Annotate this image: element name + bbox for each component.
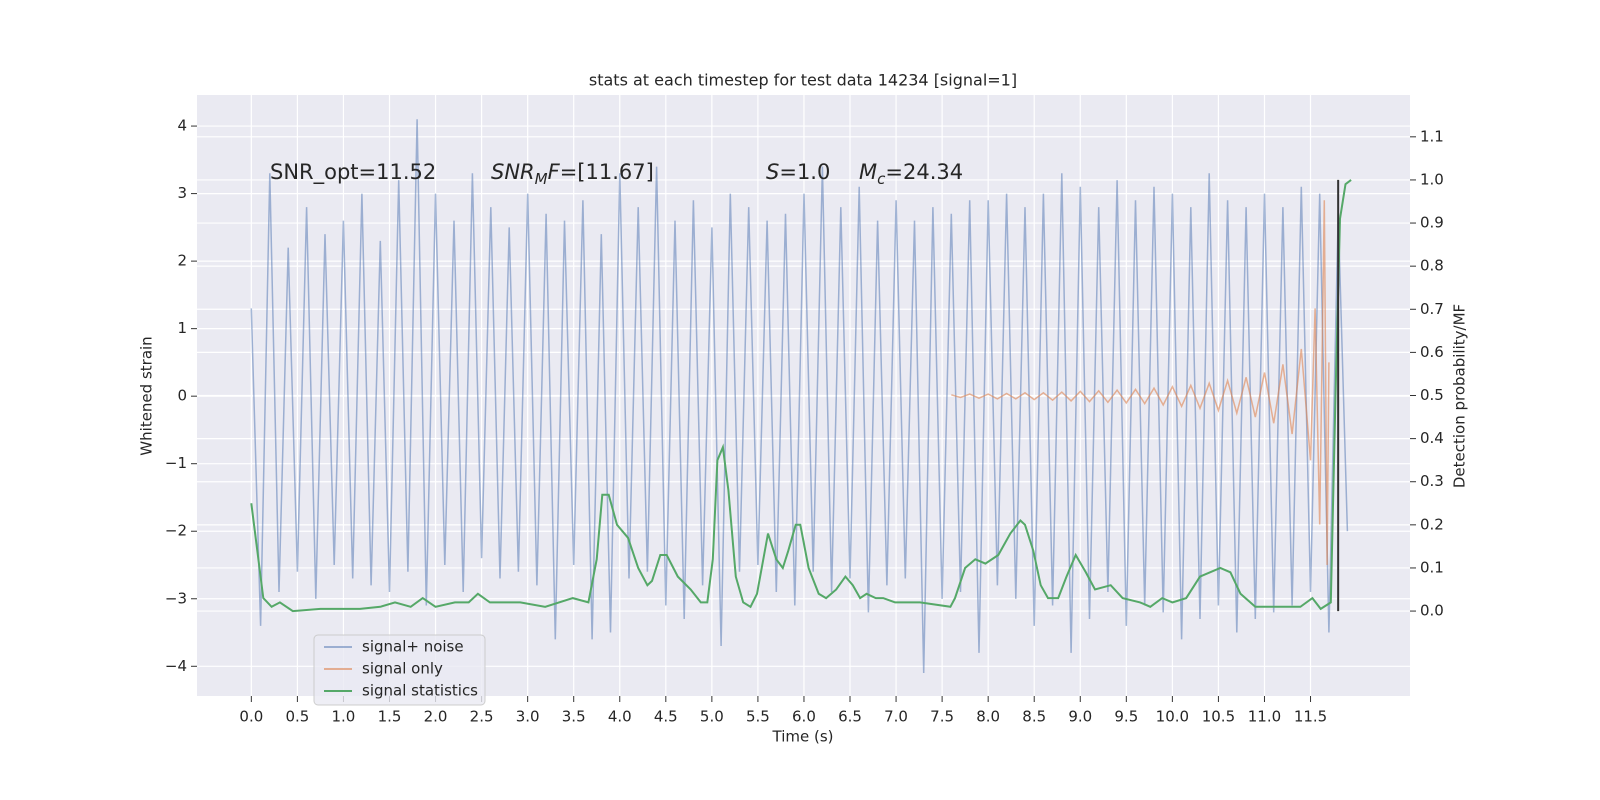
x-tick-label: 9.0 xyxy=(1068,708,1092,726)
legend xyxy=(313,634,486,706)
x-tick-label: 6.0 xyxy=(792,708,816,726)
y-tick-label: 0 xyxy=(177,387,187,405)
y2-tick-label: 0.8 xyxy=(1420,257,1444,275)
x-tick-label: 2.0 xyxy=(424,708,448,726)
annotation-part: =24.34 xyxy=(885,160,963,184)
x-axis-label: Time (s) xyxy=(772,728,834,746)
x-tick-label: 7.0 xyxy=(884,708,908,726)
y2-tick-label: 0.9 xyxy=(1420,214,1444,232)
annotation-part: M xyxy=(535,170,548,188)
y-tick-label: −1 xyxy=(165,454,187,472)
x-tick-label: 10.5 xyxy=(1202,708,1235,726)
y2-tick-label: 0.0 xyxy=(1420,602,1444,620)
annotation-part: SNR_opt=11.52 xyxy=(270,160,436,185)
x-tick-label: 8.5 xyxy=(1022,708,1046,726)
x-tick-label: 0.5 xyxy=(285,708,309,726)
y-tick-label: 3 xyxy=(177,184,187,202)
annotation-part: SNR xyxy=(491,160,535,184)
x-tick-label: 8.0 xyxy=(976,708,1000,726)
y-tick-label: −3 xyxy=(165,589,187,607)
x-tick-label: 1.0 xyxy=(332,708,356,726)
x-tick-label: 3.0 xyxy=(516,708,540,726)
legend-label: signal+ noise xyxy=(362,638,464,656)
annotation: SNRMF=[11.67] xyxy=(491,160,654,188)
x-tick-label: 9.5 xyxy=(1114,708,1138,726)
series-line xyxy=(250,179,1352,613)
x-tick-label: 11.5 xyxy=(1294,708,1327,726)
annotation-part: M xyxy=(859,160,877,184)
y2-tick-label: 0.3 xyxy=(1420,472,1444,490)
x-tick-label: 5.5 xyxy=(746,708,770,726)
x-tick-label: 10.0 xyxy=(1156,708,1189,726)
y-tick-label: −2 xyxy=(165,522,187,540)
x-tick-label: 0.0 xyxy=(239,708,263,726)
y2-axis-label: Detection probability/MF xyxy=(1451,304,1469,488)
chart-title: stats at each timestep for test data 142… xyxy=(589,71,1017,90)
x-tick-label: 3.5 xyxy=(562,708,586,726)
y2-tick-label: 0.1 xyxy=(1420,558,1444,576)
annotation-part: F xyxy=(548,160,561,184)
y2-tick-label: 0.6 xyxy=(1420,343,1444,361)
y-tick-label: 1 xyxy=(177,319,187,337)
series-line xyxy=(951,200,1330,566)
x-tick-label: 4.0 xyxy=(608,708,632,726)
y2-tick-label: 0.7 xyxy=(1420,300,1444,318)
x-tick-label: 7.5 xyxy=(930,708,954,726)
y2-tick-label: 0.2 xyxy=(1420,515,1444,533)
y2-tick-label: 1.0 xyxy=(1420,170,1444,188)
legend-label: signal statistics xyxy=(362,682,478,700)
y2-tick-label: 0.4 xyxy=(1420,429,1444,447)
y-axis-label: Whitened strain xyxy=(138,336,156,455)
legend-label: signal only xyxy=(362,660,443,678)
annotation: Mc=24.34 xyxy=(859,160,963,188)
y-tick-label: 2 xyxy=(177,252,187,270)
annotation-part: =1.0 xyxy=(779,160,830,184)
y-tick-label: 4 xyxy=(177,117,187,135)
annotation: S=1.0 xyxy=(766,160,830,184)
annotation: SNR_opt=11.52 xyxy=(270,160,436,185)
annotation-part: c xyxy=(877,170,886,188)
y-tick-label: −4 xyxy=(165,657,187,675)
x-tick-label: 11.0 xyxy=(1248,708,1281,726)
x-tick-label: 2.5 xyxy=(470,708,494,726)
annotation-part: S xyxy=(766,160,779,184)
series-line xyxy=(250,119,1349,674)
x-tick-label: 4.5 xyxy=(654,708,678,726)
x-tick-label: 6.5 xyxy=(838,708,862,726)
y2-tick-label: 1.1 xyxy=(1420,127,1444,145)
x-tick-label: 5.0 xyxy=(700,708,724,726)
y2-tick-label: 0.5 xyxy=(1420,386,1444,404)
x-tick-label: 1.5 xyxy=(378,708,402,726)
annotation-part: =[11.67] xyxy=(560,160,654,184)
